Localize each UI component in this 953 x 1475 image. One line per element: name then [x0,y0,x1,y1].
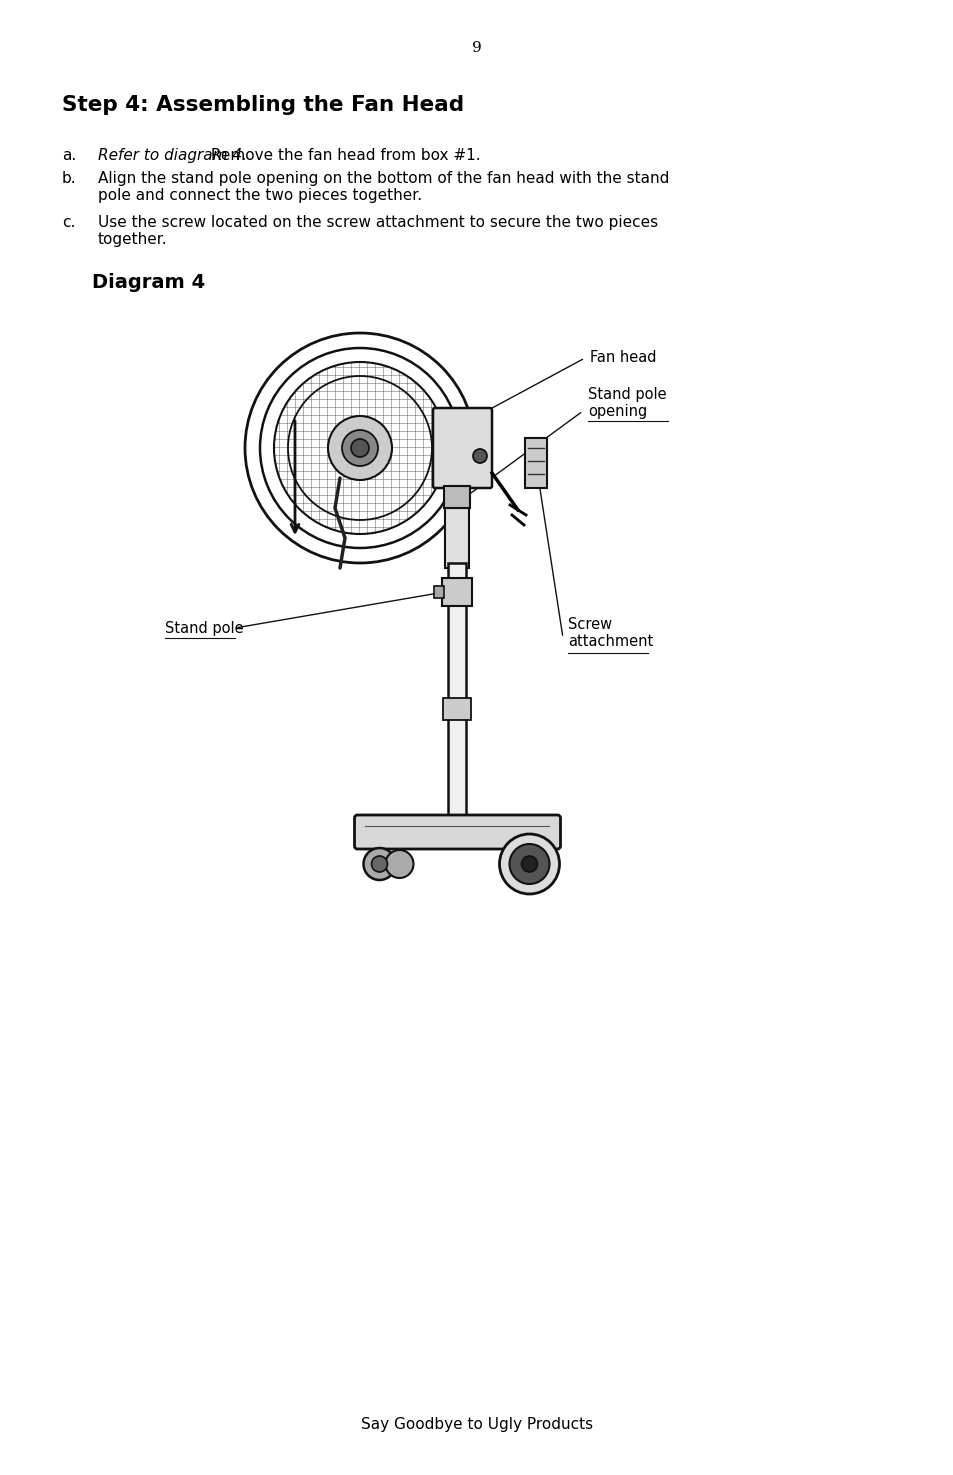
Circle shape [521,855,537,872]
Circle shape [328,416,392,479]
Circle shape [499,833,558,894]
Bar [444,485,470,507]
Bar [434,586,444,597]
Text: Fan head: Fan head [589,351,656,366]
Circle shape [351,440,369,457]
Bar [443,698,471,720]
Circle shape [371,855,387,872]
Bar [445,507,469,568]
Text: Remove the fan head from box #1.: Remove the fan head from box #1. [206,148,480,164]
Text: Step 4: Assembling the Fan Head: Step 4: Assembling the Fan Head [62,94,464,115]
Text: c.: c. [62,215,75,230]
Text: Say Goodbye to Ugly Products: Say Goodbye to Ugly Products [360,1417,593,1432]
Text: Refer to diagram 4.: Refer to diagram 4. [98,148,247,164]
Bar [448,563,466,819]
Text: Stand pole: Stand pole [165,621,243,636]
Text: Use the screw located on the screw attachment to secure the two pieces
together.: Use the screw located on the screw attac… [98,215,658,248]
Text: Diagram 4: Diagram 4 [91,273,205,292]
Text: Screw
attachment: Screw attachment [567,617,653,649]
Bar [442,578,472,606]
Text: 9: 9 [472,41,481,55]
Text: Align the stand pole opening on the bottom of the fan head with the stand
pole a: Align the stand pole opening on the bott… [98,171,669,204]
Circle shape [509,844,549,884]
Circle shape [363,848,395,881]
Text: b.: b. [62,171,76,186]
Bar [524,438,546,488]
Circle shape [341,431,377,466]
Text: a.: a. [62,148,76,164]
Circle shape [385,850,413,878]
FancyBboxPatch shape [433,409,492,488]
FancyBboxPatch shape [355,816,560,850]
Circle shape [473,448,486,463]
Text: Stand pole
opening: Stand pole opening [587,386,666,419]
